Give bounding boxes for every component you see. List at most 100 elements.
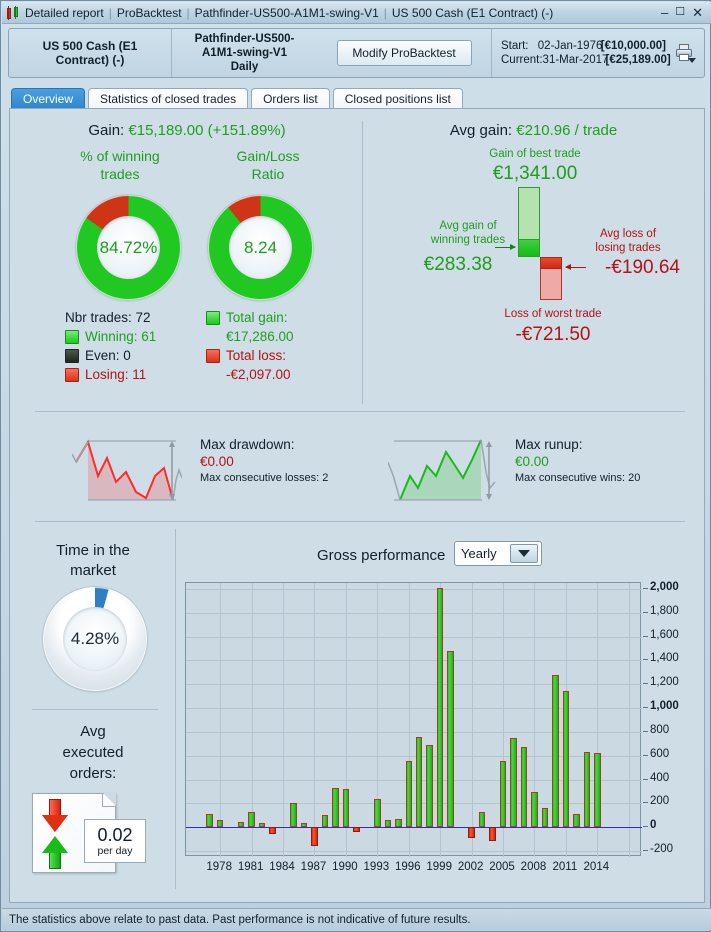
gross-performance-period-select[interactable]: Yearly <box>454 541 542 566</box>
tab-orders-list[interactable]: Orders list <box>251 88 330 109</box>
avg-win-value: €283.38 <box>423 254 493 275</box>
chart-bar <box>206 814 213 828</box>
chart-y-tick-label: -200 <box>650 843 674 855</box>
chart-gridline-h <box>186 708 642 710</box>
chart-gridline-h <box>186 851 642 852</box>
chart-y-tick-label: 1,000 <box>650 700 679 713</box>
period-selected-label: Yearly <box>461 546 497 561</box>
chart-y-tick-label: 200 <box>650 795 670 808</box>
best-trade-label: Gain of best trade <box>489 148 581 160</box>
arrow-down-icon <box>42 799 68 833</box>
header-strategy-name: Pathfinder-US500-A1M1-swing-V1 <box>194 33 295 59</box>
max-consecutive-losses: Max consecutive losses: 2 <box>200 472 329 484</box>
chart-x-tick-label: 1987 <box>300 861 327 873</box>
chart-y-tick-mark <box>643 802 648 804</box>
header-instrument: US 500 Cash (E1 Contract) (-) <box>9 29 172 77</box>
chart-gridline-v <box>503 583 505 857</box>
chart-bar <box>216 820 224 828</box>
current-label: Current: <box>501 54 543 66</box>
chart-bar <box>552 674 559 828</box>
tab-overview[interactable]: Overview <box>11 88 86 109</box>
chart-x-tick-label: 1990 <box>332 861 358 873</box>
gainloss-ratio-value: 8.24 <box>243 237 278 257</box>
tab-statistics-of-closed-trades[interactable]: Statistics of closed trades <box>88 88 249 109</box>
chart-gridline-h <box>186 731 642 733</box>
header-dates: Start: 02-Jan-1976 [€10,000.00] Current:… <box>491 29 671 77</box>
close-icon[interactable]: ✕ <box>692 5 703 20</box>
chart-y-tick-mark <box>643 850 648 851</box>
start-label: Start: <box>501 40 529 52</box>
chart-bar <box>342 789 350 828</box>
chart-y-tick-mark <box>643 730 648 732</box>
divider-vertical-bottom <box>175 529 176 889</box>
chart-y-tick-label: 0 <box>650 819 657 832</box>
avg-win-label: Avg gain of winning trades <box>403 219 533 247</box>
window-controls: – ☐ ✕ <box>661 6 707 19</box>
total-gain-swatch-icon <box>206 310 220 325</box>
max-runup-sparkline <box>388 439 496 501</box>
chart-bar <box>353 827 360 832</box>
chart-x-tick-label: 1996 <box>394 861 421 873</box>
printer-icon[interactable] <box>675 44 696 63</box>
legend-winning: Winning: 61 <box>65 327 156 346</box>
total-gain-label: Total gain: <box>226 310 288 325</box>
chart-bar <box>237 822 245 828</box>
chart-bar <box>520 747 528 828</box>
winning-text: Winning: 61 <box>85 329 157 344</box>
disclaimer-text: The statistics above relate to past data… <box>9 913 471 926</box>
max-runup-value: €0.00 <box>515 454 549 469</box>
arrow-up-icon <box>42 835 68 869</box>
chart-x-tick-label: 1984 <box>269 861 295 873</box>
print-cell[interactable] <box>666 29 704 77</box>
max-drawdown-value: €0.00 <box>200 454 234 469</box>
total-gain-value-row: €17,286.00 <box>206 327 294 346</box>
winning-trades-title-line2: trades <box>100 166 140 182</box>
chart-bar <box>300 823 308 828</box>
chart-y-tick-label: 400 <box>650 771 670 784</box>
chart-y-tick-mark <box>643 754 648 756</box>
chart-bar <box>510 738 517 828</box>
header-strategy: Pathfinder-US500-A1M1-swing-V1 Daily <box>172 29 317 77</box>
gross-performance-title: Gross performance <box>317 547 446 564</box>
chart-bar <box>541 807 549 828</box>
avg-gain-summary: Avg gain: €210.96 / trade <box>366 122 701 139</box>
chart-gridline-v <box>251 583 253 857</box>
gain-summary: Gain: €15,189.00 (+151.89%) <box>12 122 362 139</box>
total-loss-label: Total loss: <box>226 348 287 363</box>
legend-total-gain: Total gain: <box>206 308 294 327</box>
chart-bar <box>395 819 402 828</box>
chart-x-tick-label: 2008 <box>520 861 547 873</box>
chart-gridline-h <box>186 660 642 662</box>
chart-bar <box>258 823 266 828</box>
maximize-icon[interactable]: ☐ <box>675 6 686 18</box>
avg-orders-title: Avg executed orders: <box>18 721 168 784</box>
modify-probacktest-button[interactable]: Modify ProBacktest <box>336 40 472 66</box>
tab-closed-positions-list[interactable]: Closed positions list <box>332 88 463 109</box>
total-loss-value-row: -€2,097.00 <box>206 365 294 384</box>
divider-drawdown-bottom <box>35 521 685 522</box>
breadcrumb-instrument: US 500 Cash (E1 Contract) (-) <box>391 5 554 20</box>
max-runup-text: Max runup: €0.00 Max consecutive wins: 2… <box>515 436 640 487</box>
chart-bar <box>583 752 591 828</box>
start-date: 02-Jan-1976 <box>537 40 603 52</box>
winning-trades-value: 84.72% <box>99 237 158 257</box>
chart-gridline-h <box>186 755 642 757</box>
breadcrumb-separator: | <box>186 5 190 20</box>
current-amount: [€25,189.00] <box>605 54 671 66</box>
chevron-down-icon[interactable] <box>510 544 538 563</box>
nbr-trades-text: Nbr trades: 72 <box>65 310 151 325</box>
chart-bar <box>374 799 381 828</box>
gainloss-ratio-title: Gain/Loss Ratio <box>188 147 348 183</box>
total-loss-value: -€2,097.00 <box>226 367 291 382</box>
time-in-market-value: 4.28% <box>70 629 120 648</box>
chart-bar <box>562 691 570 828</box>
chart-y-tick-label: 1,200 <box>650 676 679 689</box>
minimize-icon[interactable]: – <box>660 5 669 20</box>
modify-probacktest-cell: Modify ProBacktest <box>317 29 491 77</box>
max-runup-title: Max runup: <box>515 437 583 452</box>
header-start-row: Start: 02-Jan-1976 [€10,000.00] <box>501 40 666 52</box>
avg-gain-label: Avg gain: <box>449 122 513 139</box>
chart-gridline-h <box>186 684 642 686</box>
avg-loss-arrow-icon <box>565 264 586 270</box>
gainloss-ratio-title-line2: Ratio <box>251 166 285 182</box>
